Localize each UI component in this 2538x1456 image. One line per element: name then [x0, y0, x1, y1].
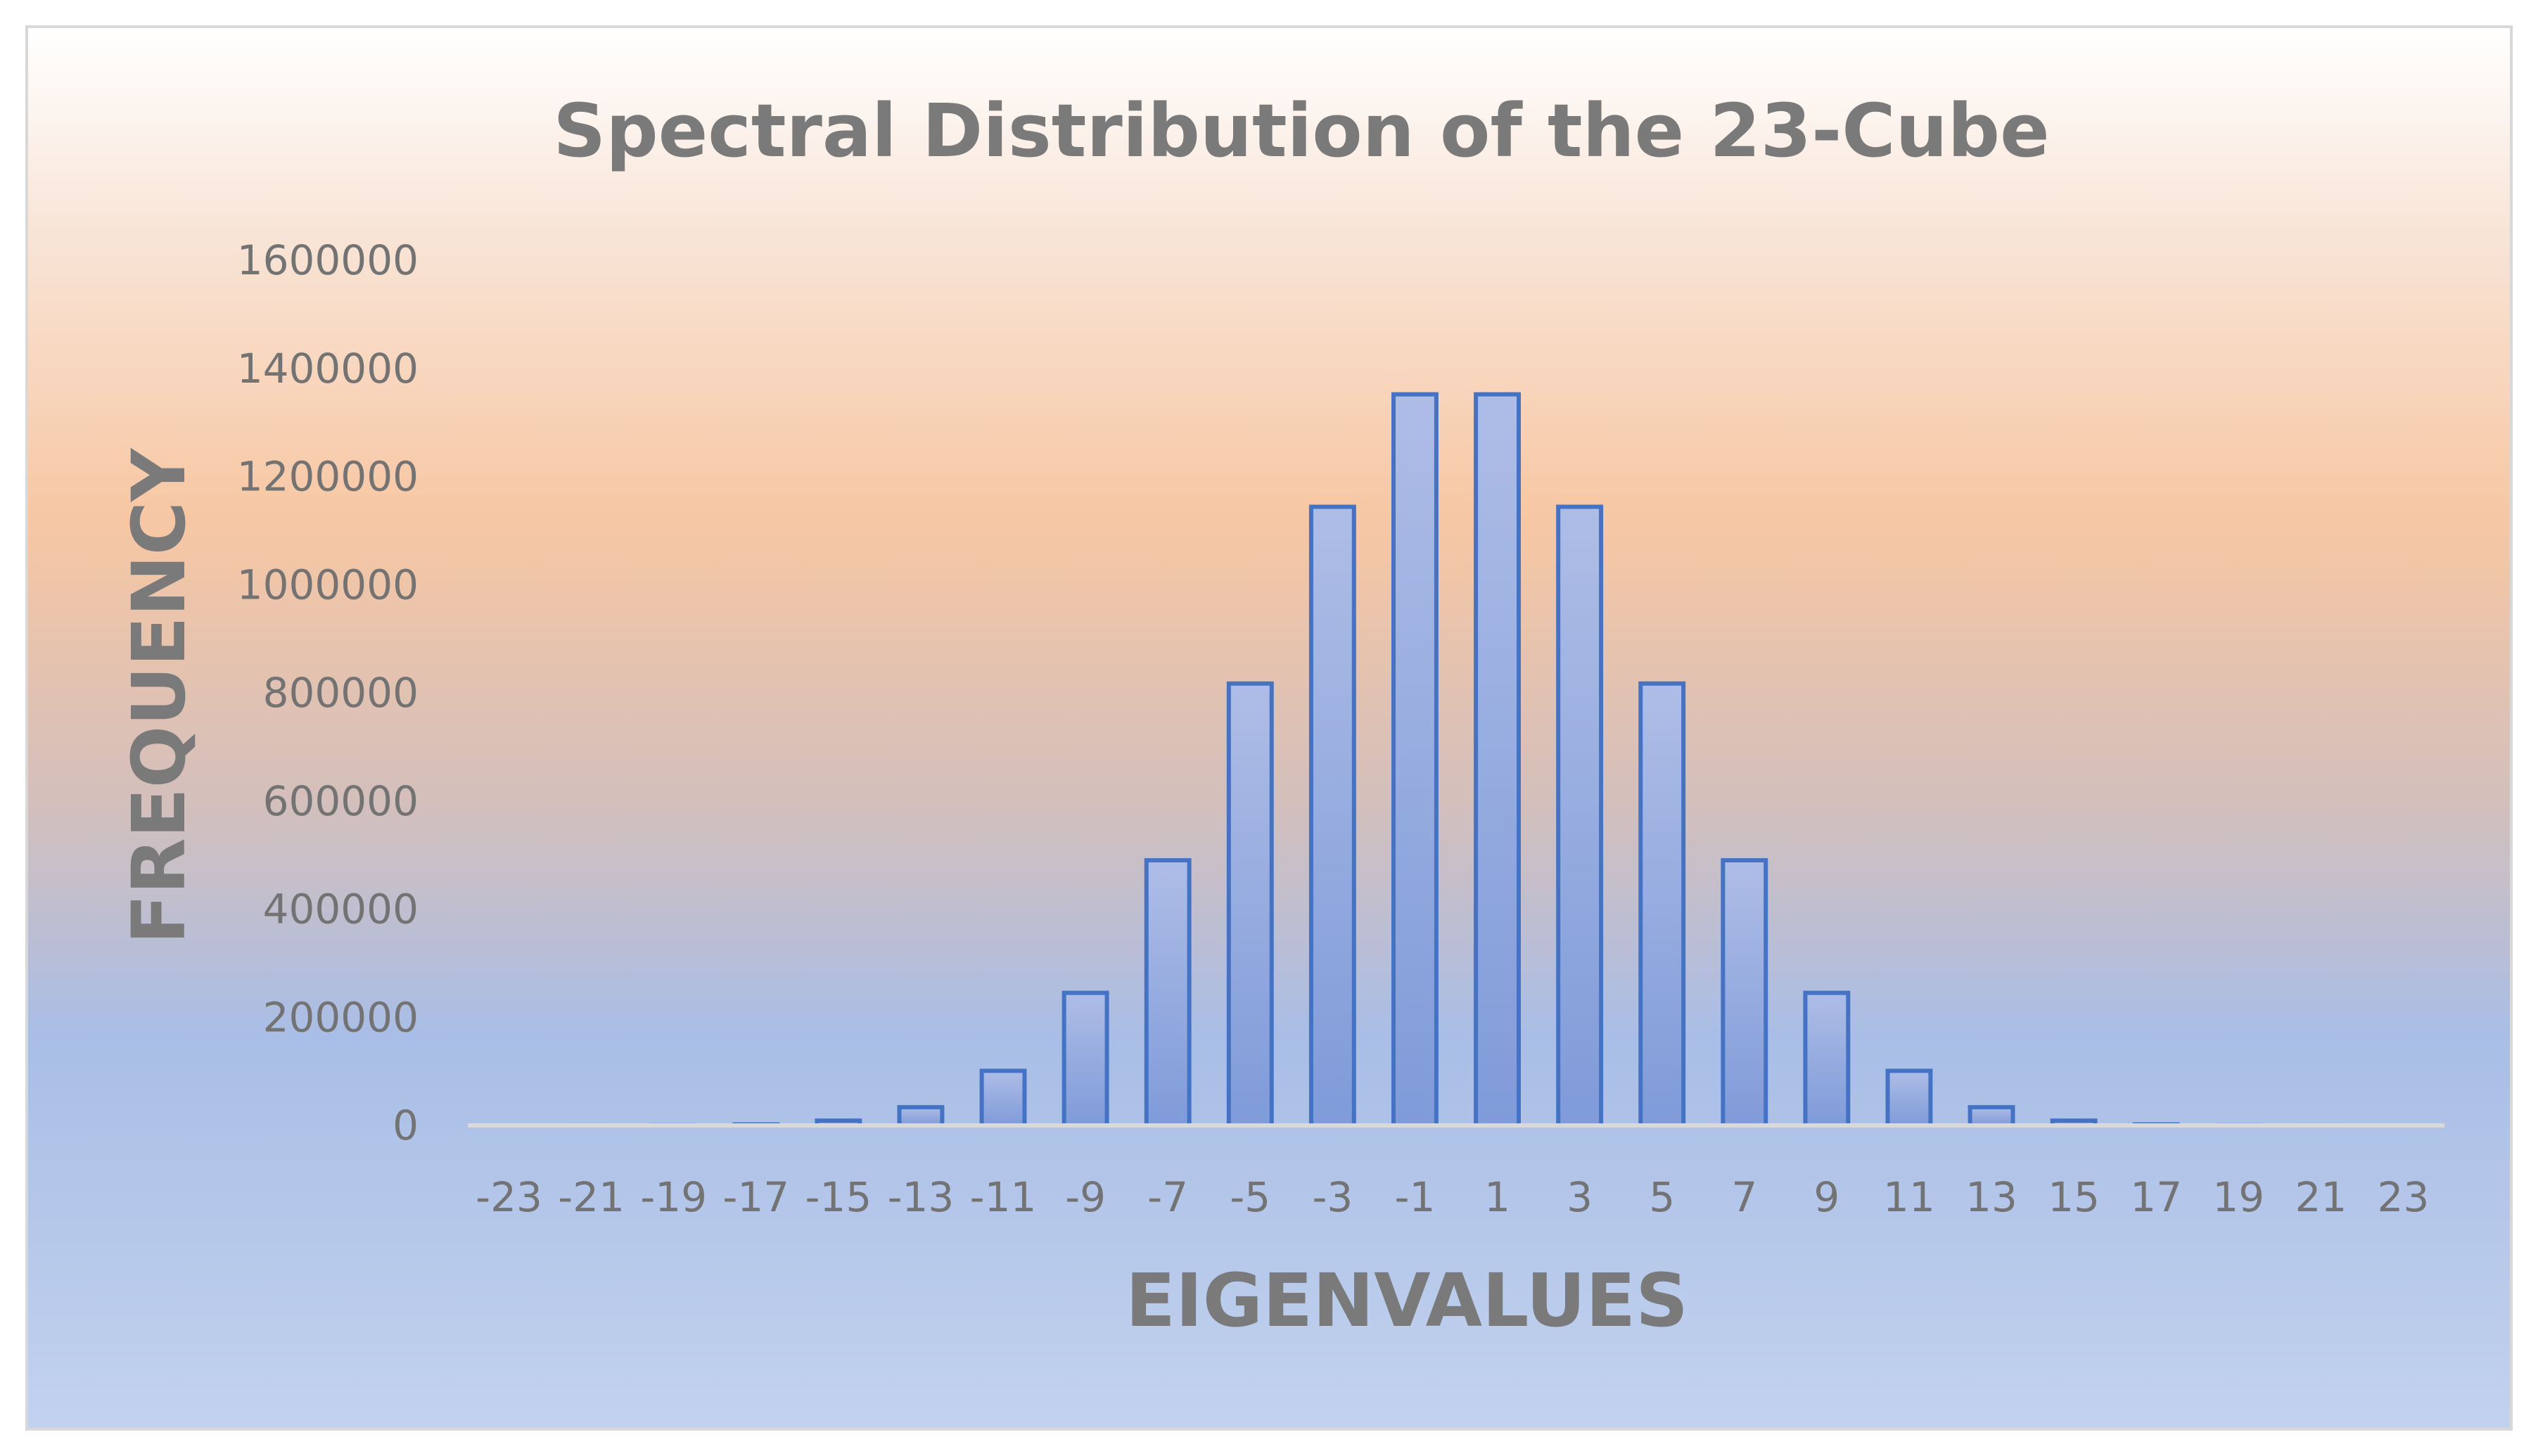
x-tick-label: -17 [722, 1173, 789, 1221]
bar [1474, 392, 1521, 1128]
x-tick-label: -7 [1147, 1173, 1188, 1221]
x-tick-label: 7 [1731, 1173, 1757, 1221]
x-tick-label: 17 [2130, 1173, 2182, 1221]
y-tick-label: 1200000 [237, 453, 419, 501]
x-tick-label: 1 [1484, 1173, 1510, 1221]
y-axis-title: FREQUENCY [116, 447, 202, 944]
x-tick-label: -15 [805, 1173, 872, 1221]
bar [897, 1105, 945, 1128]
bar [1721, 858, 1768, 1128]
x-axis-ticks: -23 -21 -19 -17 -15 -13 -11 -9 -7 -5 -3 -1 1 3 5 7 9 11 13… [476, 1173, 2429, 1221]
y-tick-label: 400000 [263, 886, 419, 933]
x-tick-label: 11 [1883, 1173, 1935, 1221]
x-tick-label: 21 [2295, 1173, 2347, 1221]
bar [1968, 1105, 2015, 1128]
x-tick-label: -19 [640, 1173, 707, 1221]
x-tick-label: 5 [1649, 1173, 1675, 1221]
bar [1885, 1068, 1933, 1128]
x-tick-label: 15 [2048, 1173, 2100, 1221]
bar [1144, 858, 1192, 1128]
bar [1226, 681, 1274, 1128]
chart-title: Spectral Distribution of the 23-Cube [553, 88, 2049, 174]
y-tick-label: 0 [393, 1101, 419, 1149]
y-tick-label: 600000 [263, 777, 419, 825]
x-tick-label: -21 [558, 1173, 625, 1221]
x-tick-label: -5 [1230, 1173, 1270, 1221]
x-tick-label: -11 [970, 1173, 1037, 1221]
bar [1803, 990, 1851, 1128]
y-tick-label: 1600000 [237, 236, 419, 284]
x-tick-label: 13 [1965, 1173, 2017, 1221]
x-axis-title: EIGENVALUES [1125, 1258, 1688, 1343]
x-tick-label: -3 [1312, 1173, 1353, 1221]
x-tick-label: -9 [1065, 1173, 1106, 1221]
x-tick-label: 19 [2212, 1173, 2264, 1221]
y-tick-label: 1000000 [237, 561, 419, 608]
x-tick-label: 3 [1567, 1173, 1593, 1221]
bar [979, 1068, 1027, 1128]
bar [1061, 990, 1109, 1128]
y-axis-ticks: 0 200000 400000 600000 800000 1000000 1200000 1… [237, 236, 419, 1149]
bar [1308, 504, 1356, 1128]
bar [1638, 681, 1686, 1128]
y-tick-label: 200000 [263, 993, 419, 1041]
bar-series [485, 392, 2427, 1128]
x-tick-label: -13 [888, 1173, 955, 1221]
x-tick-label: -23 [476, 1173, 542, 1221]
bar [1391, 392, 1439, 1128]
x-tick-label: -1 [1395, 1173, 1436, 1221]
y-tick-label: 1400000 [237, 345, 419, 392]
y-tick-label: 800000 [263, 669, 419, 717]
x-tick-label: 23 [2378, 1173, 2430, 1221]
x-tick-label: 9 [1813, 1173, 1839, 1221]
bar [1556, 504, 1604, 1128]
